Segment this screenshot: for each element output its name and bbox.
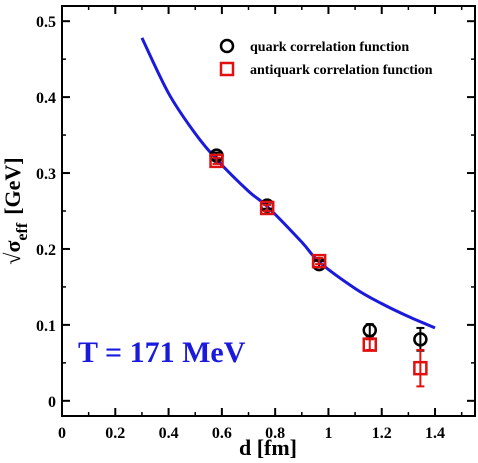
data-point-antiquark (311, 253, 327, 269)
data-point-antiquark (362, 337, 378, 352)
legend-label-antiquark: antiquark correlation function (250, 63, 433, 78)
data-point-antiquark (413, 360, 428, 376)
x-tick-label: 0.4 (159, 425, 179, 442)
data-point-antiquark (209, 153, 224, 169)
y-tick-label: 0.2 (36, 242, 56, 259)
data-point-quark (362, 322, 378, 338)
x-tick-label: 0 (58, 425, 66, 442)
y-tick-label: 0.1 (36, 318, 56, 335)
legend-marker-antiquark (219, 61, 235, 77)
legend: quark correlation function antiquark cor… (219, 38, 433, 78)
y-axis-title: √σeff [GeV] (0, 157, 31, 264)
axis-ticks: 0 0.2 0.4 0.6 0.8 1 1.2 1.4 0 0.1 0.2 0.3 0.4 0.5 (36, 6, 475, 442)
x-tick-label: 0.8 (265, 425, 285, 442)
y-axis-title-sigma: σ (0, 241, 25, 253)
legend-label-quark: quark correlation function (250, 40, 409, 55)
x-tick-label: 0.2 (105, 425, 125, 442)
fit-curve (140, 37, 436, 330)
x-tick-label: 1.4 (425, 425, 445, 442)
y-tick-label: 0.5 (36, 14, 56, 31)
x-tick-label: 0.6 (212, 425, 232, 442)
y-axis-title-subscript: eff (14, 222, 31, 240)
data-point-quark (413, 332, 428, 347)
temperature-annotation: T = 171 MeV (78, 336, 246, 369)
fit-curve-layer (140, 37, 436, 330)
y-tick-label: 0.3 (36, 166, 56, 183)
y-tick-label: 0.4 (36, 90, 56, 107)
legend-marker-quark (219, 38, 235, 54)
x-tick-label: 1 (324, 425, 332, 442)
y-axis-title-root: √ (0, 252, 25, 265)
data-point-antiquark (259, 200, 275, 216)
y-tick-label: 0 (48, 394, 56, 411)
y-axis-title-unit: [GeV] (0, 157, 25, 214)
x-axis-title: d [fm] (239, 435, 297, 460)
data-points-layer (209, 148, 428, 388)
x-tick-label: 1.2 (372, 425, 392, 442)
